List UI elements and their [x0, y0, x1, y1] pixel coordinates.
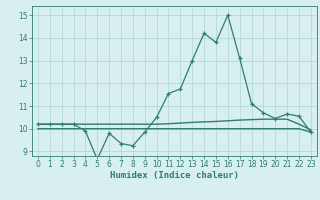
- X-axis label: Humidex (Indice chaleur): Humidex (Indice chaleur): [110, 171, 239, 180]
